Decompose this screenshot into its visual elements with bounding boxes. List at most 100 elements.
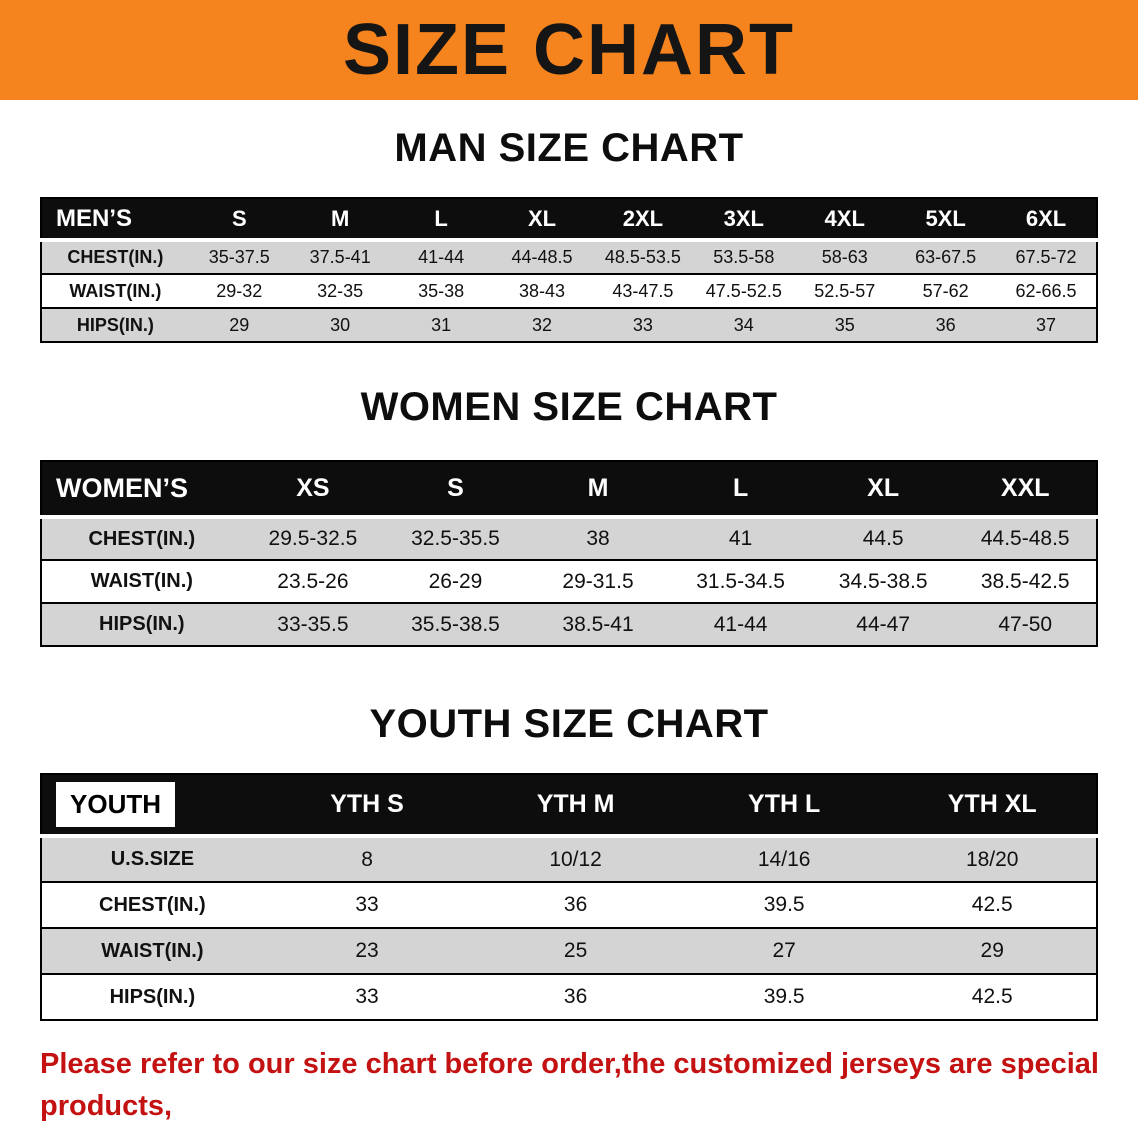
page-title: SIZE CHART: [343, 10, 795, 90]
size-value-cell: 29: [188, 308, 290, 343]
row-label: HIPS(IN.): [41, 308, 189, 343]
row-label: WAIST(IN.): [41, 274, 189, 309]
header-row: WOMEN’S XS S M L XL XXL: [41, 461, 1097, 519]
women-size-section: WOMEN SIZE CHART WOMEN’S XS S M L XL XXL CHEST…: [0, 385, 1138, 647]
table-row: CHEST(IN.) 35-37.5 37.5-41 41-44 44-48.5 48.5…: [41, 240, 1097, 275]
size-value-cell: 33: [262, 882, 472, 929]
size-value-cell: 18/20: [888, 836, 1097, 883]
size-value-cell: 47.5-52.5: [693, 274, 795, 309]
size-column-header: XS: [241, 461, 385, 519]
table-corner-cell: YOUTH: [41, 774, 263, 838]
row-label: CHEST(IN.): [41, 240, 189, 275]
size-value-cell: 10/12: [471, 836, 680, 883]
size-value-cell: 41-44: [669, 603, 812, 647]
size-column-header: YTH XL: [888, 774, 1097, 838]
row-label: HIPS(IN.): [41, 974, 263, 1021]
size-value-cell: 53.5-58: [693, 240, 795, 275]
size-value-cell: 33-35.5: [241, 603, 385, 647]
youth-chart-heading: YOUTH SIZE CHART: [369, 702, 769, 746]
size-value-cell: 34: [693, 308, 795, 343]
size-value-cell: 38.5-42.5: [954, 560, 1097, 604]
table-row: WAIST(IN.) 23.5-26 26-29 29-31.5 31.5-34.5 34…: [41, 560, 1097, 604]
youth-table-header: YOUTH YTH S YTH M YTH L YTH XL: [41, 774, 1097, 838]
table-row: CHEST(IN.) 29.5-32.5 32.5-35.5 38 41 44.5 44.5…: [41, 517, 1097, 561]
size-column-header: YTH M: [471, 774, 680, 838]
size-value-cell: 34.5-38.5: [811, 560, 955, 604]
size-column-header: YTH L: [679, 774, 889, 838]
size-column-header: M: [289, 198, 391, 242]
table-row: WAIST(IN.) 29-32 32-35 35-38 38-43 43-47.5 47.…: [41, 274, 1097, 309]
size-value-cell: 27: [679, 928, 889, 975]
women-table-header: WOMEN’S XS S M L XL XXL: [41, 461, 1097, 519]
table-row: U.S.SIZE 8 10/12 14/16 18/20: [41, 836, 1097, 883]
size-value-cell: 29.5-32.5: [241, 517, 385, 561]
women-chart-heading: WOMEN SIZE CHART: [360, 385, 778, 429]
size-column-header: XL: [491, 198, 593, 242]
row-label: CHEST(IN.): [41, 517, 242, 561]
women-table-body: CHEST(IN.) 29.5-32.5 32.5-35.5 38 41 44.5 44.5…: [41, 517, 1097, 647]
size-column-header: XL: [811, 461, 955, 519]
size-column-header: 3XL: [693, 198, 795, 242]
size-value-cell: 14/16: [679, 836, 889, 883]
row-label: WAIST(IN.): [41, 560, 242, 604]
size-value-cell: 39.5: [679, 974, 889, 1021]
table-row: WAIST(IN.) 23 25 27 29: [41, 928, 1097, 975]
size-value-cell: 37: [996, 308, 1097, 343]
size-value-cell: 30: [289, 308, 391, 343]
size-value-cell: 35.5-38.5: [384, 603, 527, 647]
size-value-cell: 35-37.5: [188, 240, 290, 275]
row-label: U.S.SIZE: [41, 836, 263, 883]
table-corner-label: WOMEN’S: [56, 473, 188, 503]
size-value-cell: 32-35: [289, 274, 391, 309]
size-value-cell: 32.5-35.5: [384, 517, 527, 561]
size-value-cell: 33: [592, 308, 694, 343]
size-value-cell: 29: [888, 928, 1097, 975]
size-value-cell: 25: [471, 928, 680, 975]
size-value-cell: 57-62: [895, 274, 997, 309]
size-value-cell: 36: [895, 308, 997, 343]
size-column-header: XXL: [954, 461, 1097, 519]
size-value-cell: 41: [669, 517, 812, 561]
size-column-header: L: [669, 461, 812, 519]
size-column-header: L: [390, 198, 492, 242]
men-size-section: MAN SIZE CHART MEN’S S M L XL 2XL 3XL 4XL 5XL 6XL…: [0, 126, 1138, 343]
size-column-header: 5XL: [895, 198, 997, 242]
size-value-cell: 42.5: [888, 974, 1097, 1021]
row-label: HIPS(IN.): [41, 603, 242, 647]
table-row: HIPS(IN.) 29 30 31 32 33 34 35 36 37: [41, 308, 1097, 343]
size-value-cell: 44.5: [811, 517, 955, 561]
size-value-cell: 31: [390, 308, 492, 343]
size-value-cell: 44.5-48.5: [954, 517, 1097, 561]
note-line-1: Please refer to our size chart before or…: [40, 1048, 1099, 1122]
size-value-cell: 52.5-57: [794, 274, 896, 309]
charts: MAN SIZE CHART MEN’S S M L XL 2XL 3XL 4XL 5XL 6XL…: [0, 126, 1138, 1021]
men-table-body: CHEST(IN.) 35-37.5 37.5-41 41-44 44-48.5 48.5…: [41, 240, 1097, 343]
row-label: CHEST(IN.): [41, 882, 263, 929]
size-value-cell: 35-38: [390, 274, 492, 309]
size-value-cell: 32: [491, 308, 593, 343]
footer-note: Please refer to our size chart before or…: [40, 1043, 1138, 1132]
size-column-header: 6XL: [996, 198, 1097, 242]
youth-table-body: U.S.SIZE 8 10/12 14/16 18/20 CHEST(IN.) 33 36 39…: [41, 836, 1097, 1021]
size-value-cell: 38: [526, 517, 670, 561]
men-size-table: MEN’S S M L XL 2XL 3XL 4XL 5XL 6XL CHEST(IN.) 35-3…: [40, 197, 1098, 343]
table-row: HIPS(IN.) 33 36 39.5 42.5: [41, 974, 1097, 1021]
header-row: YOUTH YTH S YTH M YTH L YTH XL: [41, 774, 1097, 838]
size-value-cell: 38-43: [491, 274, 593, 309]
size-value-cell: 67.5-72: [996, 240, 1097, 275]
size-column-header: 2XL: [592, 198, 694, 242]
youth-size-table: YOUTH YTH S YTH M YTH L YTH XL U.S.SIZE 8 10/1…: [40, 773, 1098, 1021]
size-value-cell: 31.5-34.5: [669, 560, 812, 604]
row-label: WAIST(IN.): [41, 928, 263, 975]
header-row: MEN’S S M L XL 2XL 3XL 4XL 5XL 6XL: [41, 198, 1097, 242]
men-chart-heading: MAN SIZE CHART: [394, 126, 744, 170]
size-value-cell: 36: [471, 974, 680, 1021]
size-column-header: M: [526, 461, 670, 519]
size-value-cell: 26-29: [384, 560, 527, 604]
size-value-cell: 62-66.5: [996, 274, 1097, 309]
size-value-cell: 33: [262, 974, 472, 1021]
size-value-cell: 39.5: [679, 882, 889, 929]
youth-size-section: YOUTH SIZE CHART YOUTH YTH S YTH M YTH L YTH…: [0, 702, 1138, 1021]
size-value-cell: 8: [262, 836, 472, 883]
